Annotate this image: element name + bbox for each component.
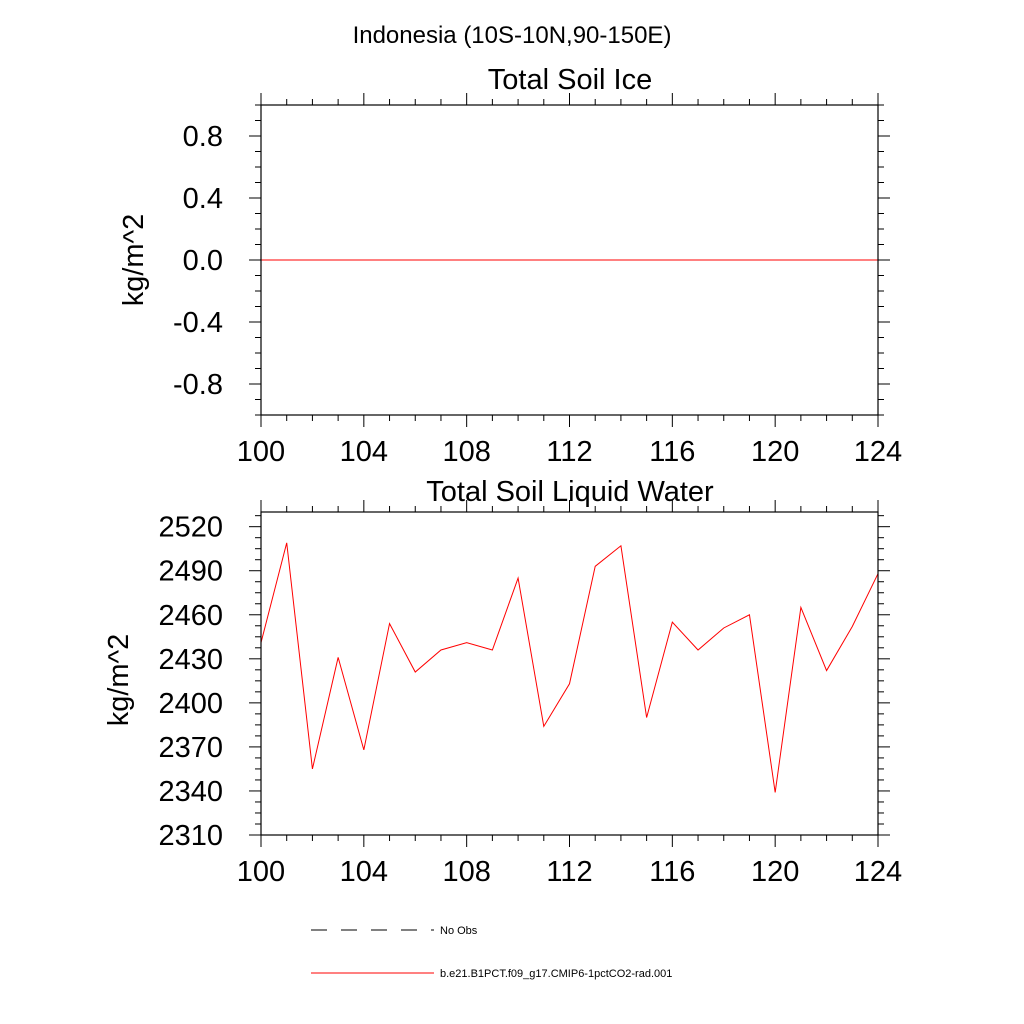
panel-total-soil-liquid-water: Total Soil Liquid Water kg/m^2 100 104 108… [103, 476, 902, 888]
x-tick-label: 104 [340, 436, 388, 468]
y-tick-label: 2490 [158, 556, 223, 588]
y-tick-label: 2400 [158, 688, 223, 720]
x-tick-label: 120 [751, 436, 799, 468]
panel-title: Total Soil Liquid Water [426, 476, 714, 508]
legend: No Obs b.e21.B1PCT.f09_g17.CMIP6-1pctCO2… [311, 925, 672, 980]
series-line [260, 542, 879, 793]
panel-title: Total Soil Ice [488, 64, 652, 96]
series-layer [260, 542, 879, 793]
ticks-layer: 100 104 108 112 116 120 124 2310 2340 2370 2400 243… [158, 500, 902, 888]
x-tick-label: 112 [546, 856, 592, 888]
y-tick-label: 0.8 [183, 121, 223, 153]
figure-suptitle: Indonesia (10S-10N,90-150E) [353, 22, 672, 49]
x-tick-label: 116 [649, 856, 695, 888]
plot-frame [260, 104, 879, 416]
plot-frame [260, 511, 879, 836]
x-tick-label: 100 [237, 856, 285, 888]
legend-label-model: b.e21.B1PCT.f09_g17.CMIP6-1pctCO2-rad.00… [440, 968, 672, 980]
y-tick-label: 2430 [158, 644, 223, 676]
y-axis-label: kg/m^2 [118, 214, 150, 307]
x-tick-label: 120 [751, 856, 799, 888]
x-tick-label: 100 [237, 436, 285, 468]
x-tick-label: 116 [649, 436, 695, 468]
y-tick-label: 0.0 [183, 245, 223, 277]
y-tick-label: 2460 [158, 600, 223, 632]
y-tick-label: 2340 [158, 776, 223, 808]
x-tick-label: 124 [854, 436, 902, 468]
legend-label-no-obs: No Obs [440, 925, 478, 937]
x-tick-label: 108 [442, 856, 490, 888]
x-tick-label: 104 [340, 856, 388, 888]
panel-total-soil-ice: Total Soil Ice kg/m^2 100 104 108 112 116 120… [118, 64, 902, 468]
x-tick-label: 112 [546, 436, 592, 468]
x-tick-label: 124 [854, 856, 902, 888]
y-tick-label: 2520 [158, 512, 223, 544]
y-tick-label: 0.4 [183, 183, 223, 215]
x-tick-label: 108 [442, 436, 490, 468]
y-tick-label: -0.8 [173, 369, 223, 401]
y-tick-label: 2310 [158, 820, 223, 852]
y-tick-label: 2370 [158, 732, 223, 764]
ticks-layer: 100 104 108 112 116 120 124 -0.8 -0.4 0.0 0.4 0.8 [173, 93, 902, 468]
y-tick-label: -0.4 [173, 307, 223, 339]
y-axis-label: kg/m^2 [103, 634, 135, 727]
